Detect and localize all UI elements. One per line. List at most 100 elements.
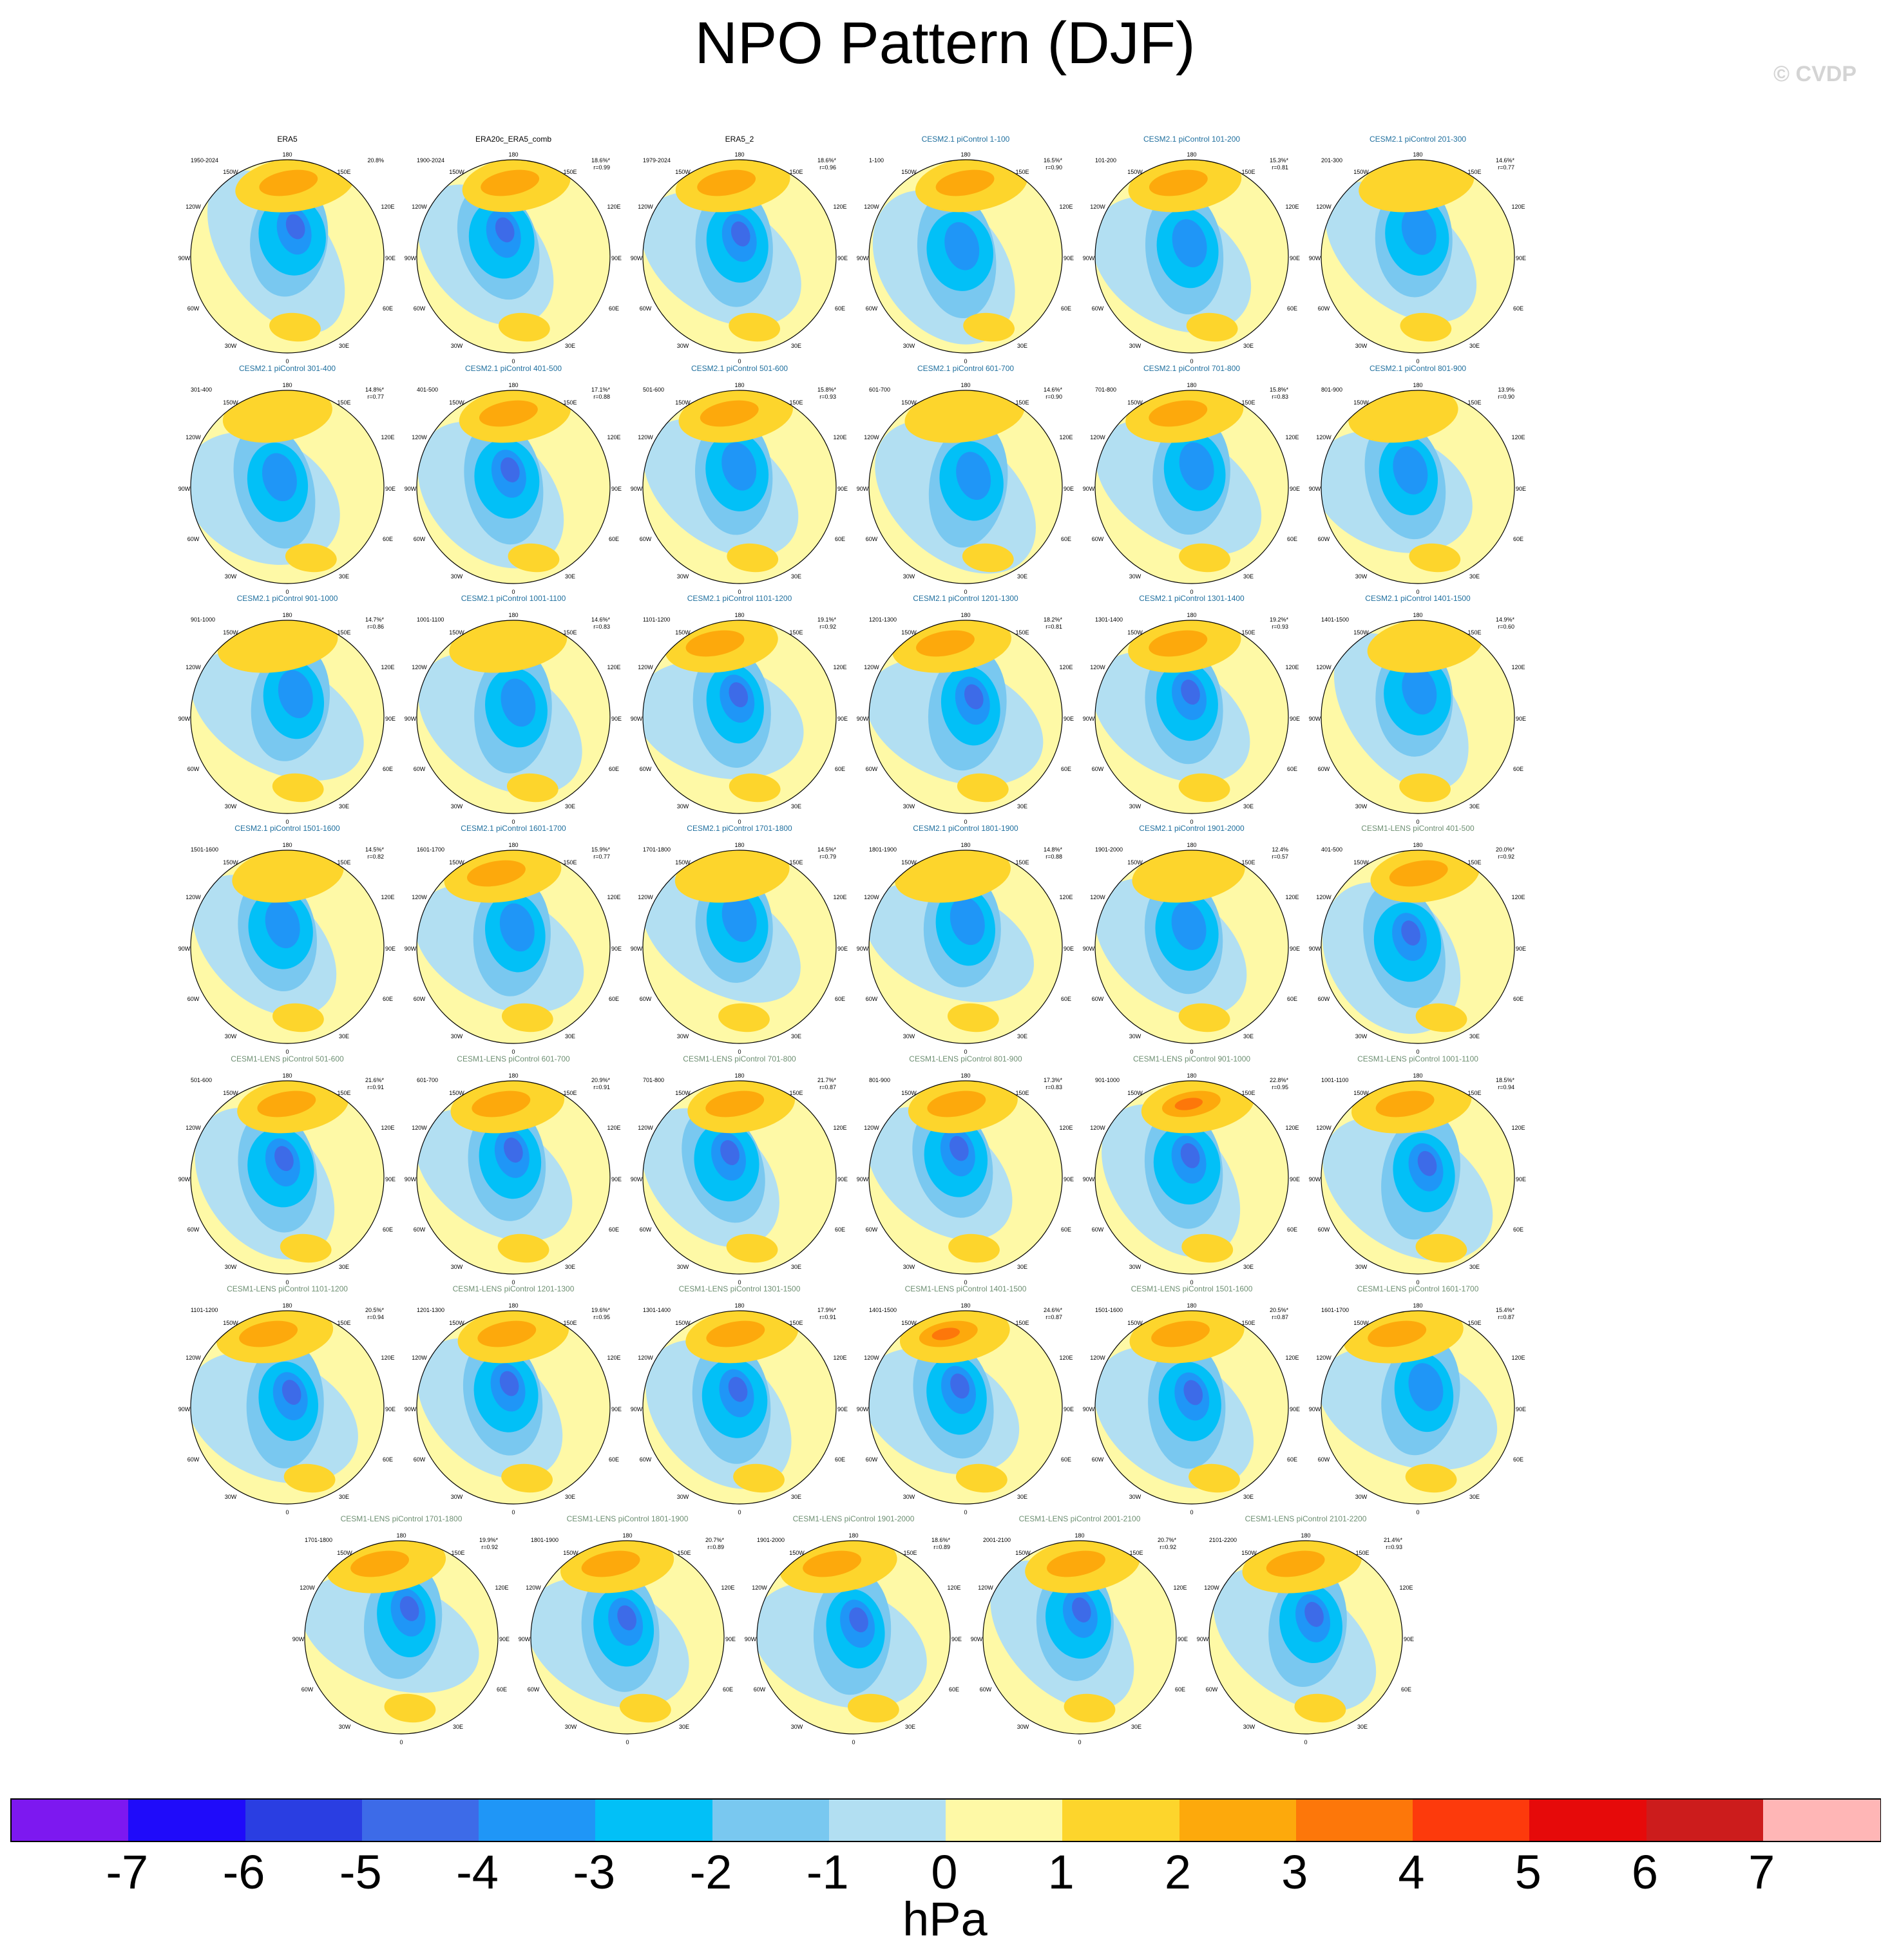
longitude-label: 120W <box>638 1355 653 1361</box>
contour-fill <box>950 1373 969 1399</box>
panel-percent-variance: 20.7%* <box>705 1537 725 1543</box>
longitude-label: 30E <box>565 1033 575 1040</box>
longitude-label: 90W <box>1083 486 1095 492</box>
longitude-label: 180 <box>734 842 744 848</box>
longitude-label: 180 <box>1187 382 1196 388</box>
longitude-label: 60W <box>866 1456 878 1463</box>
map-panel: CESM1-LENS piControl 1801-1900 180 0 150W 15… <box>519 1514 736 1746</box>
longitude-label: 30W <box>677 1264 689 1270</box>
longitude-label: 90E <box>1290 1176 1300 1183</box>
longitude-label: 120E <box>1285 204 1299 210</box>
longitude-label: 120E <box>1059 1355 1073 1361</box>
contour-fill <box>1415 1003 1467 1032</box>
longitude-label: 120E <box>381 1125 394 1131</box>
panel-pattern-correlation: r=0.93 <box>819 394 836 400</box>
longitude-label: 0 <box>1416 1509 1419 1516</box>
longitude-label: 60E <box>1513 305 1523 312</box>
longitude-label: 90W <box>1083 1406 1095 1413</box>
panel-title: CESM2.1 piControl 1301-1400 <box>1139 594 1245 603</box>
colorbar-segment <box>361 1800 479 1841</box>
panel-years: 1401-1500 <box>869 1307 897 1313</box>
panel-title: CESM2.1 piControl 1601-1700 <box>461 824 566 833</box>
longitude-label: 120E <box>607 434 620 441</box>
panel-percent-variance: 18.6%* <box>817 157 837 164</box>
longitude-label: 150W <box>675 1320 691 1326</box>
longitude-label: 30E <box>453 1724 463 1730</box>
longitude-label: 120W <box>186 894 201 900</box>
longitude-label: 150E <box>337 1320 350 1326</box>
longitude-label: 120E <box>381 204 394 210</box>
colorbar-segment <box>828 1800 946 1841</box>
panel-pattern-correlation: r=0.93 <box>1272 623 1288 630</box>
longitude-label: 90W <box>405 716 417 722</box>
longitude-label: 30E <box>791 343 801 349</box>
longitude-label: 30W <box>903 1264 915 1270</box>
contour-fill <box>506 773 558 803</box>
contour-fill <box>477 1320 537 1347</box>
longitude-label: 60E <box>1513 996 1523 1002</box>
panel-percent-variance: 15.3%* <box>1270 157 1289 164</box>
longitude-label: 0 <box>964 819 967 825</box>
longitude-label: 150E <box>789 629 803 636</box>
longitude-label: 120E <box>833 204 846 210</box>
map-contours <box>305 1541 498 1734</box>
longitude-label: 120W <box>864 894 879 900</box>
longitude-label: 180 <box>1301 1532 1310 1539</box>
longitude-label: 60W <box>1092 1456 1104 1463</box>
longitude-label: 90W <box>178 255 191 262</box>
colorbar-segment <box>1413 1800 1530 1841</box>
longitude-label: 120E <box>607 1355 620 1361</box>
panel-title: CESM2.1 piControl 901-1000 <box>237 594 338 603</box>
map-contours <box>643 160 836 353</box>
longitude-label: 150E <box>1241 169 1255 175</box>
map-contours <box>1095 850 1288 1043</box>
longitude-label: 30W <box>677 1033 689 1040</box>
longitude-label: 120W <box>1090 894 1105 900</box>
map-boundary <box>1321 620 1515 814</box>
longitude-label: 90W <box>1309 1176 1321 1183</box>
colorbar-segment <box>245 1800 363 1841</box>
map-panel: CESM2.1 piControl 1501-1600 180 0 150W 150E 1… <box>178 824 396 1055</box>
panel-pattern-correlation: r=0.82 <box>367 853 384 860</box>
longitude-label: 120W <box>300 1584 315 1591</box>
contour-fill <box>1304 1602 1324 1627</box>
panel-pattern-correlation: r=0.90 <box>1498 394 1514 400</box>
contour-fill <box>706 1320 765 1347</box>
longitude-label: 90W <box>405 1406 417 1413</box>
longitude-label: 150W <box>449 399 464 406</box>
longitude-label: 30W <box>225 1033 237 1040</box>
panel-pattern-correlation: r=0.96 <box>819 164 836 171</box>
map-panel: CESM2.1 piControl 101-200 180 0 150W 150E 120… <box>1083 135 1300 365</box>
longitude-label: 90E <box>837 1406 848 1413</box>
longitude-label: 150W <box>1353 1320 1369 1326</box>
panel-title: CESM1-LENS piControl 1601-1700 <box>1357 1284 1479 1293</box>
longitude-label: 90E <box>1064 255 1074 262</box>
longitude-label: 120E <box>1059 1125 1073 1131</box>
panel-pattern-correlation: r=0.81 <box>1272 164 1288 171</box>
panel-title: CESM2.1 piControl 201-300 <box>1370 135 1466 144</box>
longitude-label: 0 <box>964 589 967 595</box>
map-panel: CESM1-LENS piControl 801-900 180 0 150W 150E… <box>857 1054 1074 1286</box>
map-boundary <box>1094 620 1289 814</box>
longitude-label: 60E <box>1061 536 1071 542</box>
longitude-label: 120W <box>864 664 879 671</box>
longitude-label: 30E <box>1243 573 1254 580</box>
longitude-label: 90E <box>1290 486 1300 492</box>
longitude-label: 60W <box>1318 766 1330 772</box>
map-panel: CESM1-LENS piControl 401-500 180 0 150W 150E… <box>1309 824 1526 1055</box>
longitude-label: 180 <box>734 1302 744 1309</box>
longitude-label: 30E <box>339 803 349 810</box>
map-boundary <box>1094 1080 1289 1275</box>
longitude-label: 120E <box>607 1125 620 1131</box>
longitude-label: 150W <box>1127 1090 1143 1096</box>
longitude-label: 90E <box>1290 946 1300 952</box>
longitude-label: 60E <box>383 996 393 1002</box>
map-panel: CESM2.1 piControl 1401-1500 180 0 150W 150E 1… <box>1309 594 1526 825</box>
longitude-label: 150W <box>223 1320 238 1326</box>
longitude-label: 30W <box>903 803 915 810</box>
contour-fill <box>733 1463 785 1493</box>
contour-fill <box>472 1090 531 1118</box>
map-boundary <box>190 390 385 584</box>
longitude-label: 60E <box>723 1686 733 1693</box>
longitude-label: 30W <box>903 1033 915 1040</box>
